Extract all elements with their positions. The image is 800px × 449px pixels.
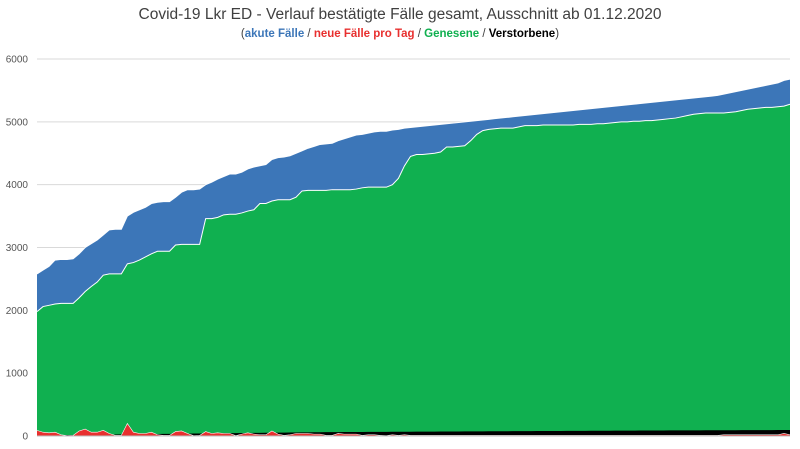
chart-title: Covid-19 Lkr ED - Verlauf bestätigte Fäl… [138, 6, 662, 23]
series-genesene-edge [36, 103, 791, 312]
series-neue-edge [36, 422, 791, 437]
legend-neue: neue Fälle pro Tag [313, 28, 415, 40]
legend-genesene: Genesene [424, 28, 480, 40]
legend-separator: / [414, 28, 425, 40]
series-akute-edge [36, 78, 791, 275]
y-tick-label: 1000 [6, 369, 29, 380]
legend-separator: / [479, 28, 489, 40]
chart-subtitle: (akute Fälle / neue Fälle pro Tag / Gene… [0, 28, 800, 40]
y-tick-label: 4000 [6, 180, 29, 191]
y-tick-label: 5000 [6, 117, 29, 128]
legend-separator: / [304, 28, 314, 40]
subtitle-paren-open: ( [240, 28, 245, 40]
y-tick-label: 0 [22, 432, 28, 443]
subtitle-paren-close: ) [555, 28, 560, 40]
y-tick-label: 3000 [6, 243, 29, 254]
y-tick-label: 6000 [6, 55, 29, 66]
y-tick-label: 2000 [6, 306, 29, 317]
legend-verstorbene: Verstorbene [488, 28, 556, 40]
legend-akute: akute Fälle [244, 28, 305, 40]
series-genesene-area [37, 104, 790, 437]
